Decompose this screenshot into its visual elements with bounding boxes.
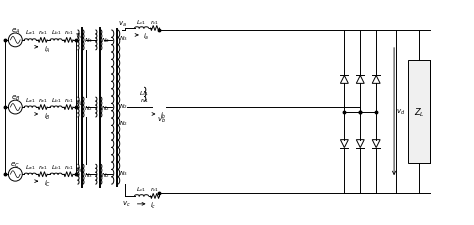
Text: $v_A$: $v_A$	[75, 31, 84, 40]
Text: $L_{c1}$: $L_{c1}$	[137, 18, 146, 27]
Text: $v_c$: $v_c$	[122, 199, 131, 209]
Text: $i_a$: $i_a$	[143, 32, 150, 42]
Text: $N_3$: $N_3$	[83, 170, 92, 179]
Text: $r_{a1}$: $r_{a1}$	[38, 95, 47, 104]
Text: $r_{c1}$: $r_{c1}$	[150, 185, 160, 194]
Text: $N_3$: $N_3$	[119, 34, 128, 43]
Text: $i_c$: $i_c$	[150, 200, 156, 210]
Text: $N_2$: $N_2$	[101, 103, 110, 112]
Text: $i_B$: $i_B$	[44, 111, 51, 122]
Bar	[408, 60, 430, 164]
Text: $L_{a1}$: $L_{a1}$	[25, 95, 36, 104]
Text: $r_{a1}$: $r_{a1}$	[38, 28, 47, 37]
Text: $L_{b1}$: $L_{b1}$	[51, 28, 62, 37]
Text: $L_{a1}$: $L_{a1}$	[25, 28, 36, 37]
Text: $L_{a1}$: $L_{a1}$	[25, 162, 36, 171]
Text: $Z_L$: $Z_L$	[413, 106, 424, 118]
Text: $r_{c1}$: $r_{c1}$	[150, 18, 160, 27]
Text: $e_C$: $e_C$	[10, 160, 20, 169]
Text: $r_{b1}$: $r_{b1}$	[64, 95, 73, 104]
Text: $L_{b1}$: $L_{b1}$	[51, 162, 62, 171]
Text: $i_b$: $i_b$	[160, 110, 167, 121]
Text: $i_C$: $i_C$	[44, 178, 51, 188]
Text: $r_{b1}$: $r_{b1}$	[64, 28, 73, 37]
Text: $v_C$: $v_C$	[75, 165, 85, 174]
Text: $L_{b1}$: $L_{b1}$	[51, 95, 62, 104]
Text: $N_2$: $N_2$	[83, 103, 92, 112]
Text: $v_b$: $v_b$	[157, 115, 166, 124]
Text: $L_{c1}$: $L_{c1}$	[137, 185, 146, 194]
Text: $e_A$: $e_A$	[10, 26, 20, 36]
Text: $v_d$: $v_d$	[396, 107, 406, 117]
Text: $N_2$: $N_2$	[101, 170, 110, 179]
Text: $N_3$: $N_3$	[119, 168, 128, 177]
Text: $N_2$: $N_2$	[101, 36, 110, 45]
Text: $N_2$: $N_2$	[119, 119, 128, 128]
Text: $v_a$: $v_a$	[118, 19, 127, 29]
Text: $r_{b1}$: $r_{b1}$	[64, 162, 73, 171]
Text: $L_{c1}$: $L_{c1}$	[139, 88, 150, 97]
Text: $r_{c1}$: $r_{c1}$	[140, 95, 149, 104]
Text: $e_B$: $e_B$	[10, 93, 20, 102]
Text: $r_{a1}$: $r_{a1}$	[38, 162, 47, 171]
Text: $v_B$: $v_B$	[75, 98, 84, 107]
Text: $i_A$: $i_A$	[44, 45, 50, 55]
Text: $N_3$: $N_3$	[83, 36, 92, 45]
Text: $N_2$: $N_2$	[119, 101, 128, 110]
